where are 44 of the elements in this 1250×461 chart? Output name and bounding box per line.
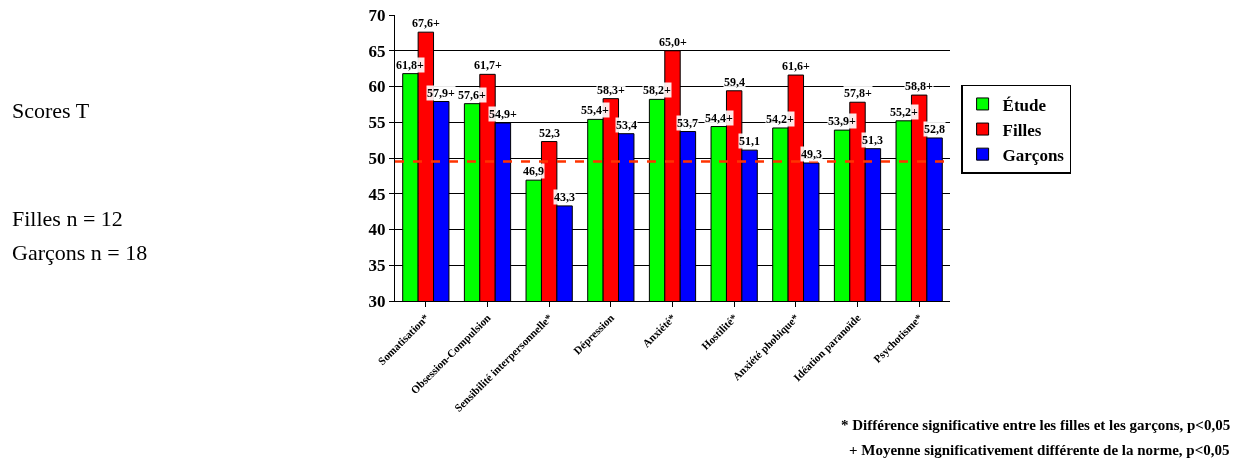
data-label: 58,2+ bbox=[643, 83, 671, 97]
text: Scores T bbox=[12, 98, 90, 123]
data-label: 54,2+ bbox=[766, 112, 794, 126]
data-label: 53,4 bbox=[616, 118, 637, 132]
data-label: 53,7 bbox=[677, 116, 698, 130]
y-tick-label: 45 bbox=[368, 184, 386, 204]
data-label: 46,9 bbox=[523, 164, 544, 178]
text: Garçons n = 18 bbox=[12, 240, 148, 265]
data-label: 61,7+ bbox=[474, 58, 502, 72]
data-label: 58,3+ bbox=[597, 83, 625, 97]
y-tick-label: 65 bbox=[368, 41, 386, 61]
text: + Moyenne significativement différente de la norme, p<0,05 bbox=[849, 442, 1230, 458]
data-label: 54,9+ bbox=[489, 107, 517, 121]
data-label: 57,8+ bbox=[844, 86, 872, 100]
data-label: 55,2+ bbox=[890, 105, 918, 119]
data-label: 67,6+ bbox=[412, 16, 440, 30]
legend-label: Étude bbox=[1002, 95, 1047, 115]
legend-label: Garçons bbox=[1002, 145, 1065, 165]
data-label: 49,3 bbox=[801, 147, 822, 161]
data-label: 65,0+ bbox=[659, 35, 687, 49]
y-tick-label: 35 bbox=[368, 256, 386, 276]
y-tick-label: 60 bbox=[368, 77, 386, 97]
data-label: 51,3 bbox=[862, 133, 883, 147]
data-label: 54,4+ bbox=[705, 111, 733, 125]
data-label: 57,9+ bbox=[427, 86, 455, 100]
data-label: 53,9+ bbox=[828, 114, 856, 128]
data-label: 57,6+ bbox=[458, 88, 486, 102]
data-label: 58,8+ bbox=[905, 79, 933, 93]
y-tick-label: 30 bbox=[368, 291, 386, 311]
data-label: 59,4 bbox=[724, 75, 745, 89]
data-label: 61,8+ bbox=[396, 58, 424, 72]
text: Filles n = 12 bbox=[12, 206, 123, 231]
data-label: 55,4+ bbox=[581, 103, 609, 117]
data-label: 52,8 bbox=[924, 122, 945, 136]
text: * Différence significative entre les filles et les garçons, p<0,05 bbox=[841, 417, 1231, 433]
data-label: 51,1 bbox=[739, 134, 760, 148]
data-label: 43,3 bbox=[554, 190, 575, 204]
y-tick-label: 55 bbox=[368, 113, 386, 133]
data-label: 52,3 bbox=[539, 126, 560, 140]
y-tick-label: 50 bbox=[368, 148, 386, 168]
y-tick-label: 70 bbox=[368, 5, 386, 25]
data-label: 61,6+ bbox=[782, 59, 810, 73]
y-tick-label: 40 bbox=[368, 220, 386, 240]
legend-label: Filles bbox=[1002, 120, 1042, 140]
